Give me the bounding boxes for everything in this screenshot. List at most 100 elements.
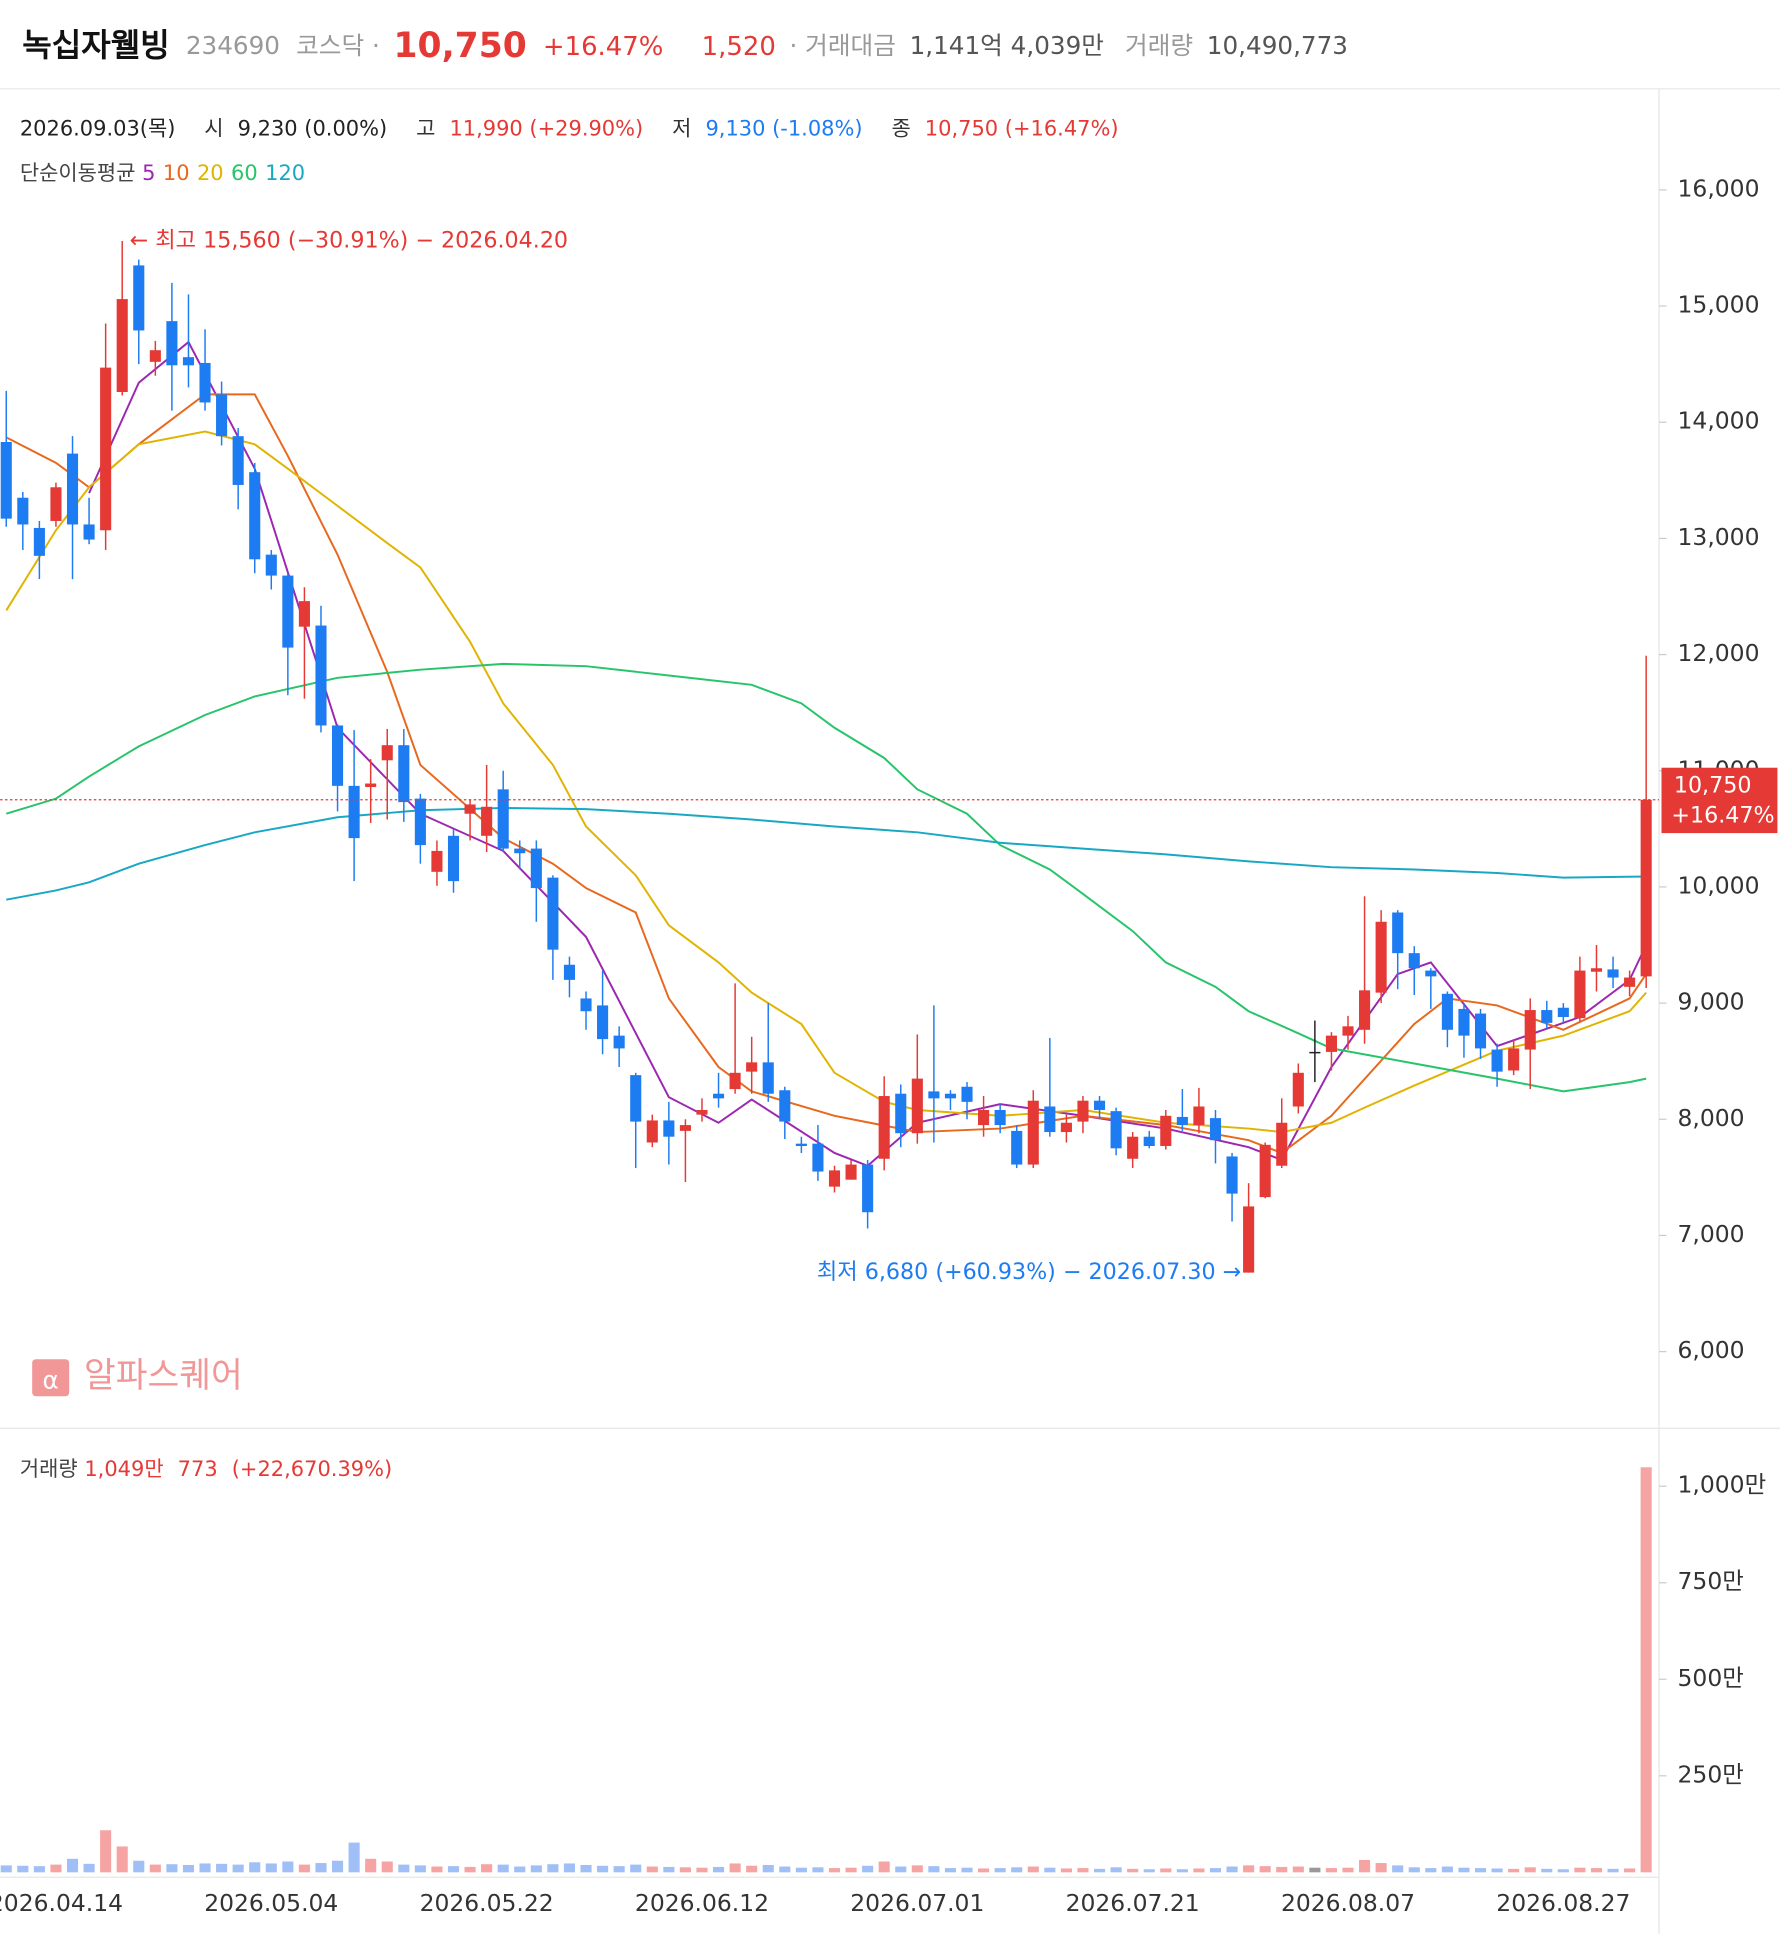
candle-body [1176,1116,1188,1126]
volume-bar [944,1868,957,1873]
volume-bar [1226,1866,1238,1873]
volume-bar [597,1865,609,1873]
candle-body [50,487,62,521]
high-label: 고 [416,117,435,141]
volume-bar [249,1862,261,1873]
volume-bar [978,1868,990,1873]
candle-body [1027,1100,1039,1165]
candle-body [182,357,195,366]
volume-bar [712,1866,725,1873]
candle-body [216,394,228,437]
candle-body [1425,970,1437,977]
volume-bar [1474,1868,1487,1873]
candle-body [928,1091,940,1099]
watermark-symbol: α [43,1365,59,1394]
volume-bar [911,1865,923,1873]
candle-body [1375,921,1387,993]
volume-bar [1342,1867,1354,1873]
candle-body [0,441,12,519]
volume-bar [762,1864,774,1873]
candle-body [100,367,112,531]
candle-body [166,321,178,366]
candle-body [547,877,559,950]
volume-label: 거래량 [1125,31,1193,60]
volume-bar [182,1864,195,1873]
candle-body [149,350,161,362]
candle-body [597,1005,609,1040]
candle-body [365,783,377,788]
volume-bar [1143,1869,1155,1873]
volume-bar [1557,1869,1569,1873]
volume-bar [1508,1868,1520,1873]
volume-bar [414,1865,426,1873]
candle-body [1193,1106,1205,1126]
candle-body [1127,1136,1139,1159]
candle-body [1093,1100,1106,1110]
candle-body [66,453,79,525]
candle-body [83,524,95,540]
x-tick-label: 2026.07.21 [1066,1889,1200,1917]
y-tick-label: 8,000 [1678,1104,1745,1132]
legend-entry: 5 [142,161,155,185]
change-pct: +16.47% [543,31,663,61]
volume-bar [298,1864,310,1873]
candle-body [447,835,460,882]
candle-body [1458,1008,1470,1036]
candle-body [1408,953,1420,969]
candle-body [1160,1115,1172,1146]
volume-bar [1607,1868,1619,1873]
candle-body [1541,1010,1553,1023]
volume-bar [746,1865,758,1873]
candle-body [1276,1122,1288,1166]
y-tick-label: 12,000 [1678,639,1760,667]
candle-body [646,1120,658,1143]
volume-bar [133,1860,145,1873]
candle-body [298,601,310,627]
volume-bar [265,1863,277,1873]
ma-line [5,430,1647,1134]
volume-bar [547,1864,559,1873]
volume-bar [1408,1867,1420,1873]
candle-body [1392,912,1404,954]
ma-line [5,393,1647,1155]
volume-info: 거래량 1,049만 773 (+22,670.39%) [20,1457,392,1481]
candle-body [414,798,426,846]
volume-title: 거래량 [20,1457,78,1481]
candle-body [613,1035,625,1049]
candle-body [1292,1072,1304,1107]
date: 2026.09.03(목) [20,117,176,141]
volume-bar [464,1866,476,1873]
candle-body [1508,1048,1520,1071]
volume-bar [1624,1868,1636,1873]
volume-bar [348,1842,360,1873]
volume-bar [613,1866,625,1873]
volume: 10,490,773 [1207,31,1348,60]
legend-entry: 20 [197,161,224,185]
candle-body [779,1090,791,1122]
volume-bar [116,1846,128,1873]
x-tick-label: 2026.07.01 [850,1889,984,1917]
volume-bar [862,1865,874,1873]
volume-bar [332,1860,344,1873]
candle-body [994,1109,1006,1126]
volume-bar [1325,1868,1337,1873]
candle-body [795,1143,807,1146]
volume-bar [580,1864,592,1873]
amount: 1,141억 4,039만 [910,31,1104,60]
volume-bar [729,1863,741,1873]
candle-body [630,1075,642,1122]
candle-body [845,1164,857,1180]
candle-body [1110,1111,1122,1149]
candle-body [746,1062,758,1072]
y-tick-label: 500만 [1678,1664,1744,1692]
volume-bar [481,1864,493,1873]
y-tick-label: 7,000 [1678,1220,1745,1248]
volume-bar [1193,1868,1205,1873]
volume-bar [961,1867,973,1873]
candle-body [348,785,360,839]
volume-bar [497,1864,509,1873]
legend-title: 단순이동평균 [20,161,136,185]
low-label: 저 [672,117,691,141]
